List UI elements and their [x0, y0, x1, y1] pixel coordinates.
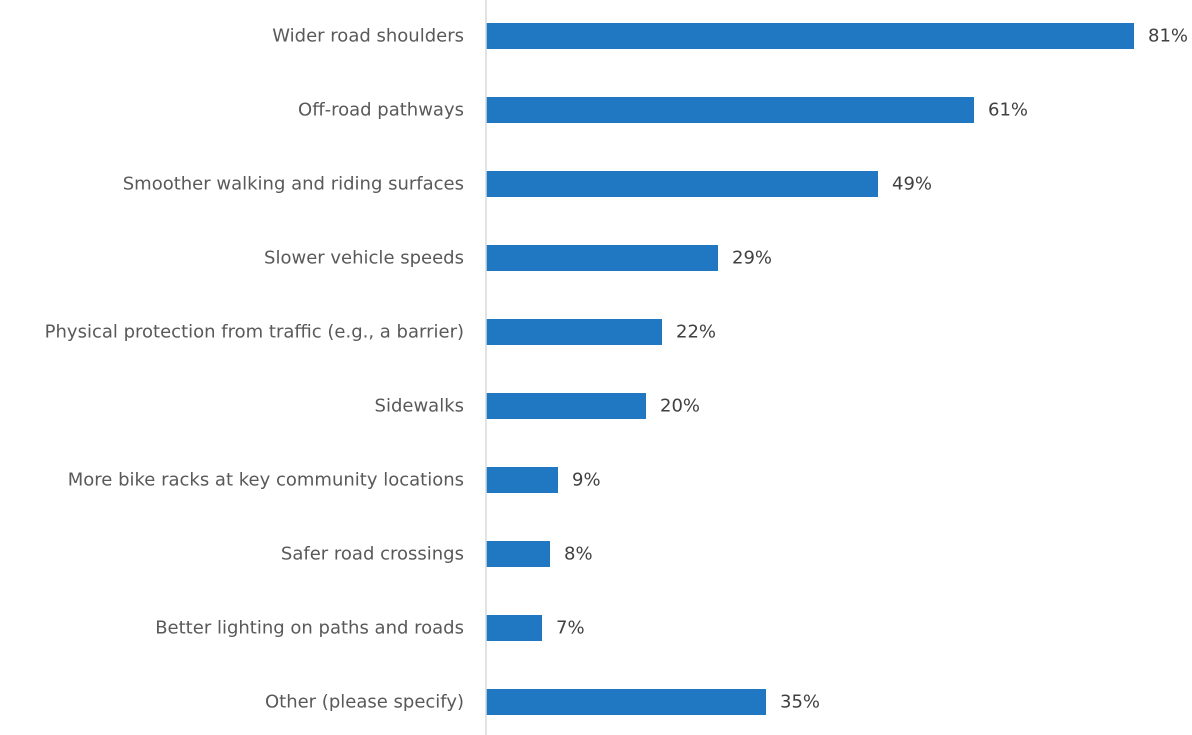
category-label-9: Other (please specify) — [265, 692, 464, 713]
bar-4 — [486, 319, 662, 345]
value-label-6: 9% — [572, 470, 601, 491]
value-label-3: 29% — [732, 248, 772, 269]
bar-0 — [486, 23, 1134, 49]
category-label-3: Slower vehicle speeds — [264, 248, 464, 269]
bar-3 — [486, 245, 718, 271]
value-label-2: 49% — [892, 174, 932, 195]
value-label-9: 35% — [780, 692, 820, 713]
bar-9 — [486, 689, 766, 715]
bar-6 — [486, 467, 558, 493]
value-label-0: 81% — [1148, 26, 1188, 47]
category-label-5: Sidewalks — [375, 396, 464, 417]
value-label-8: 7% — [556, 618, 585, 639]
bar-1 — [486, 97, 974, 123]
category-label-8: Better lighting on paths and roads — [155, 618, 464, 639]
bar-5 — [486, 393, 646, 419]
value-labels-group: 81% 61% 49% 29% 22% 20% 9% 8% 7% 35% — [556, 26, 1188, 713]
value-label-4: 22% — [676, 322, 716, 343]
category-labels-group: Wider road shoulders Off-road pathways Smo… — [45, 26, 464, 713]
value-label-5: 20% — [660, 396, 700, 417]
value-label-7: 8% — [564, 544, 593, 565]
category-label-6: More bike racks at key community locatio… — [68, 470, 464, 491]
category-label-1: Off-road pathways — [298, 100, 464, 121]
category-label-2: Smoother walking and riding surfaces — [123, 174, 464, 195]
category-label-4: Physical protection from traffic (e.g., … — [45, 322, 464, 343]
bars-group — [486, 23, 1134, 715]
category-label-7: Safer road crossings — [281, 544, 464, 565]
bar-8 — [486, 615, 542, 641]
category-label-0: Wider road shoulders — [272, 26, 464, 47]
bar-7 — [486, 541, 550, 567]
bar-2 — [486, 171, 878, 197]
value-label-1: 61% — [988, 100, 1028, 121]
